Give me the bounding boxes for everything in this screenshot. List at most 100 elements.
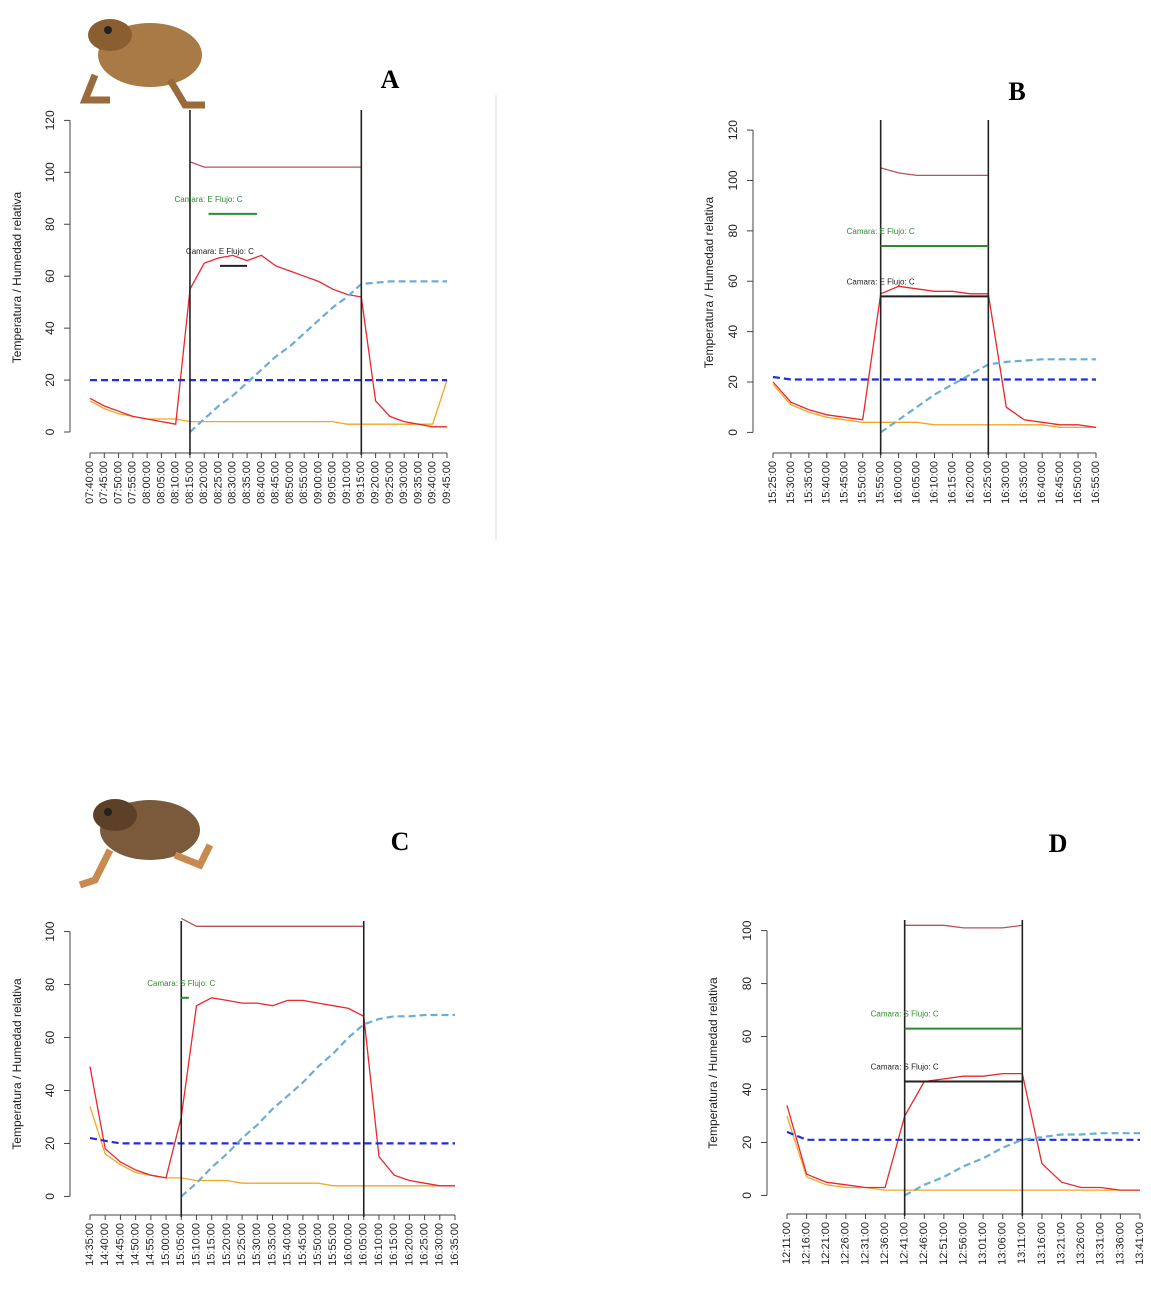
y-axis-label: Temperatura / Humedad relativa [10, 191, 24, 363]
x-tick-label: 08:00:00 [141, 461, 153, 504]
x-tick-label: 16:05:00 [910, 461, 922, 504]
x-tick-label: 16:20:00 [964, 461, 976, 504]
x-tick-label: 16:30:00 [434, 1223, 446, 1266]
x-tick-label: 15:35:00 [266, 1223, 278, 1266]
data-line [89, 254, 447, 428]
x-tick-label: 14:55:00 [145, 1223, 157, 1266]
x-tick-label: 08:15:00 [184, 461, 196, 504]
x-tick-label: 16:00:00 [342, 1223, 354, 1266]
y-tick-label: 0 [43, 1193, 57, 1200]
data-line [181, 917, 364, 927]
x-tick-label: 16:20:00 [403, 1223, 415, 1266]
x-tick-label: 09:15:00 [355, 461, 367, 504]
x-tick-label: 14:50:00 [130, 1223, 142, 1266]
x-tick-label: 09:40:00 [427, 461, 439, 504]
x-tick-label: 15:30:00 [251, 1223, 263, 1266]
x-tick-label: 15:10:00 [190, 1223, 202, 1266]
data-line [180, 1013, 455, 1198]
x-tick-label: 12:11:00 [781, 1222, 793, 1264]
x-tick-label: 16:30:00 [1000, 461, 1012, 504]
x-tick-label: 12:56:00 [957, 1222, 969, 1265]
x-tick-label: 08:05:00 [155, 461, 167, 504]
x-tick-label: 16:05:00 [358, 1223, 370, 1266]
y-tick-label: 40 [43, 1083, 57, 1097]
data-line [89, 997, 455, 1187]
x-tick-label: 15:40:00 [821, 461, 833, 504]
data-line [89, 1137, 455, 1145]
x-tick-label: 12:36:00 [879, 1222, 891, 1265]
x-tick-label: 09:00:00 [312, 461, 324, 504]
x-tick-label: 13:36:00 [1114, 1222, 1126, 1265]
x-tick-label: 15:00:00 [160, 1223, 172, 1266]
x-tick-label: 14:35:00 [84, 1223, 96, 1266]
y-tick-label: 20 [726, 375, 740, 389]
x-tick-label: 16:35:00 [449, 1223, 461, 1266]
x-tick-label: 15:50:00 [857, 461, 869, 504]
data-line [786, 1130, 1140, 1141]
x-tick-label: 13:16:00 [1036, 1222, 1048, 1265]
data-line [880, 167, 989, 177]
x-tick-label: 15:15:00 [206, 1223, 218, 1266]
x-tick-label: 09:30:00 [398, 461, 410, 504]
y-tick-label: 20 [740, 1135, 754, 1149]
x-tick-label: 13:41:00 [1134, 1222, 1146, 1265]
x-tick-label: 15:25:00 [236, 1223, 248, 1266]
x-tick-label: 08:55:00 [298, 461, 310, 504]
y-tick-label: 20 [43, 1136, 57, 1150]
x-tick-label: 09:05:00 [327, 461, 339, 504]
chart-title: C [391, 827, 410, 856]
x-tick-label: 12:16:00 [801, 1222, 813, 1265]
x-tick-label: 08:25:00 [212, 461, 224, 504]
y-tick-label: 80 [740, 977, 754, 991]
x-tick-label: 08:30:00 [227, 461, 239, 504]
chart-title: B [1008, 77, 1025, 106]
x-tick-label: 16:55:00 [1090, 461, 1102, 504]
x-tick-label: 15:55:00 [327, 1223, 339, 1266]
x-tick-label: 07:45:00 [98, 461, 110, 504]
chart: D Temperatura / Humedad relativa 0 20 40 60 80… [706, 829, 1146, 1265]
x-tick-label: 13:01:00 [977, 1222, 989, 1265]
chart: B Temperatura / Humedad relativa 0 20 40 60 80… [702, 77, 1102, 504]
x-tick-label: 12:26:00 [840, 1222, 852, 1265]
x-tick-label: 07:55:00 [127, 461, 139, 504]
y-tick-label: 120 [726, 120, 740, 140]
x-tick-label: 15:30:00 [785, 461, 797, 504]
segment-label: Camara: E Flujo: C [847, 227, 915, 236]
x-tick-label: 09:35:00 [412, 461, 424, 504]
x-tick-label: 13:31:00 [1095, 1222, 1107, 1265]
x-tick-label: 14:45:00 [114, 1223, 126, 1266]
y-tick-label: 120 [43, 110, 57, 130]
x-tick-label: 09:25:00 [384, 461, 396, 504]
x-tick-label: 16:15:00 [946, 461, 958, 504]
x-tick-label: 08:45:00 [270, 461, 282, 504]
x-tick-label: 16:15:00 [388, 1223, 400, 1266]
x-tick-label: 15:05:00 [175, 1223, 187, 1266]
frog-image [79, 19, 205, 109]
x-tick-label: 15:45:00 [839, 461, 851, 504]
x-tick-label: 16:00:00 [893, 461, 905, 504]
chart-title: A [381, 65, 400, 94]
x-tick-label: 12:41:00 [899, 1222, 911, 1265]
segment-label: Camara: S Flujo: C [871, 1010, 939, 1019]
segment-label: Camara: S Flujo: C [147, 979, 215, 988]
segment-label: Camara: E Flujo: C [186, 247, 254, 256]
segment-label: Camara: S Flujo: C [871, 1063, 939, 1072]
y-tick-label: 80 [43, 217, 57, 231]
data-line [189, 161, 362, 168]
y-tick-label: 100 [43, 921, 57, 941]
x-tick-label: 08:10:00 [170, 461, 182, 504]
y-tick-label: 40 [43, 321, 57, 335]
y-axis-label: Temperatura / Humedad relativa [706, 977, 720, 1149]
data-line [772, 375, 1096, 381]
x-tick-label: 15:45:00 [297, 1223, 309, 1266]
x-tick-label: 16:25:00 [418, 1223, 430, 1266]
x-tick-label: 13:26:00 [1075, 1222, 1087, 1265]
x-tick-label: 08:50:00 [284, 461, 296, 504]
data-line [904, 924, 1023, 929]
y-tick-label: 100 [740, 920, 754, 940]
x-tick-label: 16:10:00 [928, 461, 940, 504]
x-tick-label: 09:45:00 [441, 461, 453, 504]
y-tick-label: 0 [43, 428, 57, 435]
